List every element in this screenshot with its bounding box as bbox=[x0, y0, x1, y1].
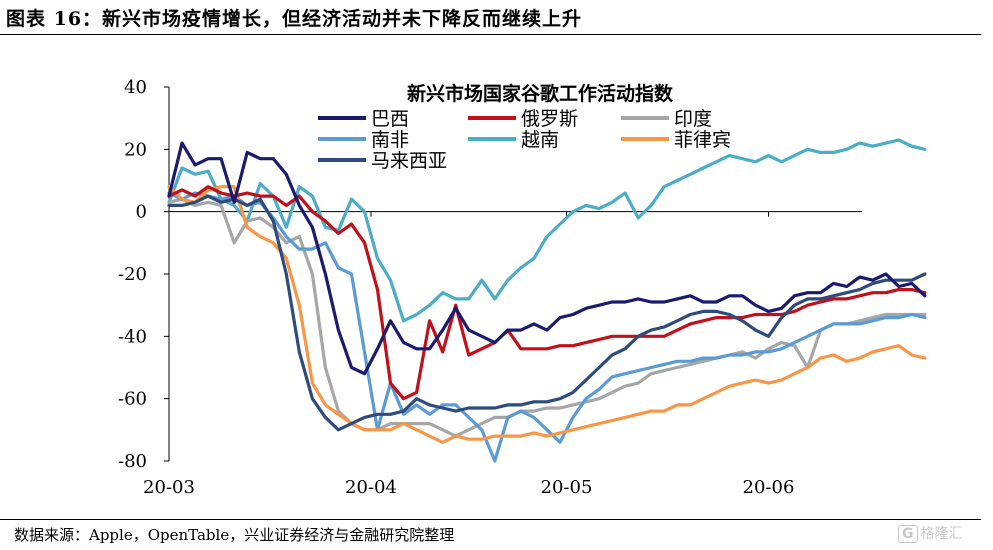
data-source-note: 数据来源：Apple，OpenTable，兴业证券经济与金融研究院整理 bbox=[14, 526, 455, 544]
source-rule bbox=[0, 519, 981, 520]
y-tick-label: 40 bbox=[124, 77, 147, 98]
y-tick-label: -80 bbox=[118, 451, 147, 472]
series-line-0 bbox=[167, 141, 927, 376]
x-tick-label: 20-03 bbox=[143, 477, 195, 498]
y-tick-label: -40 bbox=[118, 326, 147, 347]
figure-title: 图表 16：新兴市场疫情增长，但经济活动并未下降反而继续上升 bbox=[6, 8, 583, 30]
series-line-6 bbox=[167, 194, 927, 432]
y-tick-label: -20 bbox=[118, 264, 147, 285]
legend-label: 巴西 bbox=[371, 108, 409, 130]
series-line-3 bbox=[167, 191, 927, 463]
watermark-text: 格隆汇 bbox=[920, 526, 963, 542]
x-tick-label: 20-04 bbox=[345, 477, 397, 498]
chart-title: 新兴市场国家谷歌工作活动指数 bbox=[407, 82, 674, 105]
legend-label: 印度 bbox=[674, 108, 712, 130]
title-rule bbox=[0, 34, 981, 35]
chart-axes: -80 -60 -40 -20 0 20 40 20-03 20-04 20-05 20-06 bbox=[118, 77, 862, 498]
chart-series-lines bbox=[167, 138, 927, 463]
y-tick-label: -60 bbox=[118, 389, 147, 410]
legend-label: 菲律宾 bbox=[674, 129, 731, 151]
series-line-2 bbox=[167, 197, 927, 438]
watermark-logo-icon: G bbox=[898, 525, 918, 543]
watermark: G 格隆汇 bbox=[898, 523, 963, 543]
legend-label: 马来西亚 bbox=[371, 150, 447, 172]
y-tick-label: 20 bbox=[124, 139, 147, 160]
y-tick-label: 0 bbox=[136, 202, 147, 223]
series-line-5 bbox=[167, 185, 927, 444]
x-tick-label: 20-06 bbox=[743, 477, 795, 498]
series-line-1 bbox=[167, 185, 927, 401]
x-tick-label: 20-05 bbox=[541, 477, 593, 498]
legend-label: 越南 bbox=[521, 129, 559, 151]
line-chart: 新兴市场国家谷歌工作活动指数 -80 -60 -40 -20 0 20 40 20-03 20-… bbox=[118, 77, 927, 498]
legend-label: 俄罗斯 bbox=[521, 108, 578, 130]
legend-label: 南非 bbox=[371, 129, 409, 151]
